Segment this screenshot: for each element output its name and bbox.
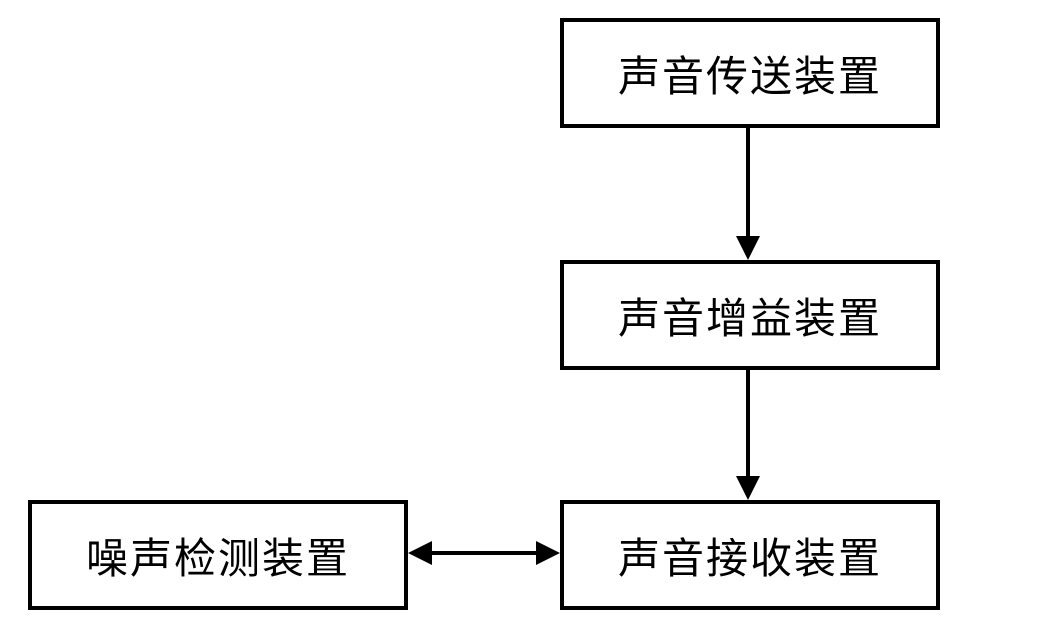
- node-sound-gain: 声音增益装置: [560, 260, 940, 370]
- node-sound-transmission: 声音传送装置: [560, 18, 940, 128]
- node-label: 噪声检测装置: [86, 525, 350, 586]
- node-noise-detection: 噪声检测装置: [28, 500, 408, 610]
- edge-2-to-3-arrowhead: [736, 476, 760, 500]
- edge-4-to-3-line: [432, 551, 536, 555]
- node-label: 声音接收装置: [618, 525, 882, 586]
- edge-4-to-3-arrowhead-left: [408, 541, 432, 565]
- node-label: 声音传送装置: [618, 43, 882, 104]
- node-sound-receiving: 声音接收装置: [560, 500, 940, 610]
- edge-4-to-3-arrowhead-right: [536, 541, 560, 565]
- edge-1-to-2-arrowhead: [736, 236, 760, 260]
- edge-1-to-2-line: [746, 128, 750, 236]
- node-label: 声音增益装置: [618, 285, 882, 346]
- edge-2-to-3-line: [746, 370, 750, 476]
